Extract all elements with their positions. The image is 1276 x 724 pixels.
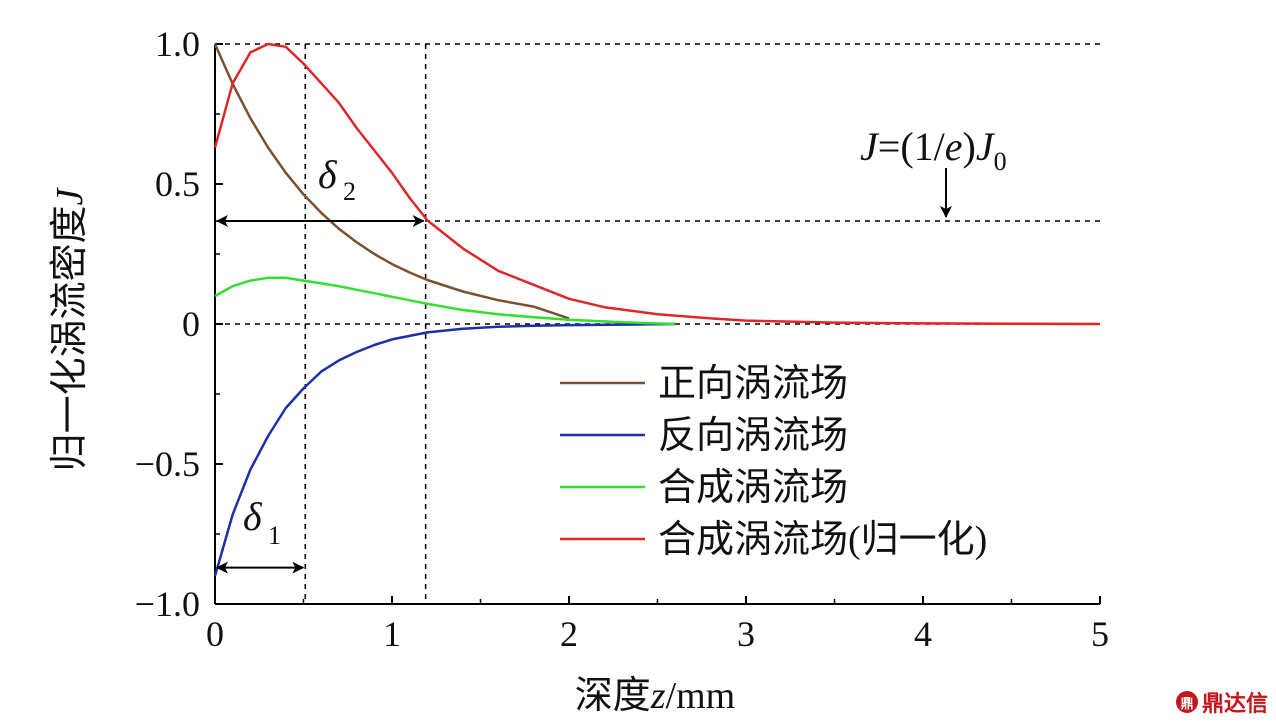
watermark: 鼎 鼎达信 [1175, 686, 1268, 718]
y-tick-label: 0.5 [155, 164, 200, 204]
x-tick-label: 1 [383, 614, 401, 654]
series-layer [213, 42, 1101, 577]
legend-label-3: 合成涡流场 [658, 467, 848, 509]
y-axis-label: 归一化涡流密度J [49, 186, 91, 471]
legend-label-4: 合成涡流场(归一化) [658, 519, 987, 561]
legend-label-2: 反向涡流场 [658, 415, 848, 457]
x-tick-label: 3 [737, 614, 755, 654]
series-line-1 [213, 43, 570, 320]
x-tick-label: 4 [914, 614, 932, 654]
x-axis-label-var: z [650, 675, 666, 717]
watermark-logo: 鼎 [1175, 691, 1198, 713]
x-tick-label: 5 [1091, 614, 1109, 654]
x-tick-label: 0 [206, 614, 224, 654]
y-tick-label: −1.0 [135, 584, 200, 624]
y-axis-label-prefix: 归一化涡流密度 [49, 205, 91, 471]
annotations: δ 2δ 1J=(1/e)J0 [216, 124, 1007, 574]
y-tick-label: −0.5 [135, 444, 200, 484]
delta1-subscript: 1 [268, 521, 281, 550]
x-axis-label: 深度z/mm [575, 675, 736, 717]
series-line-2 [213, 322, 676, 577]
x-tick-label: 2 [560, 614, 578, 654]
y-tick-label: 0 [182, 304, 200, 344]
axes: 0 1 2 3 4 5 1.0 0.5 0 −0.5 −1.0 [135, 24, 1109, 654]
series-line-4 [213, 42, 1101, 326]
reference-formula-label: J=(1/e)J0 [860, 124, 1007, 176]
x-axis-label-unit: /mm [666, 675, 736, 717]
legend-label-1: 正向涡流场 [658, 363, 848, 405]
delta1-label: δ [243, 494, 263, 539]
series-line-3 [214, 276, 676, 326]
delta2-subscript: 2 [343, 177, 356, 206]
y-axis-label-var: J [49, 186, 91, 205]
y-tick-label: 1.0 [155, 24, 200, 64]
x-axis-label-prefix: 深度 [575, 675, 651, 717]
watermark-text: 鼎达信 [1201, 692, 1268, 717]
delta2-label: δ [318, 152, 338, 197]
